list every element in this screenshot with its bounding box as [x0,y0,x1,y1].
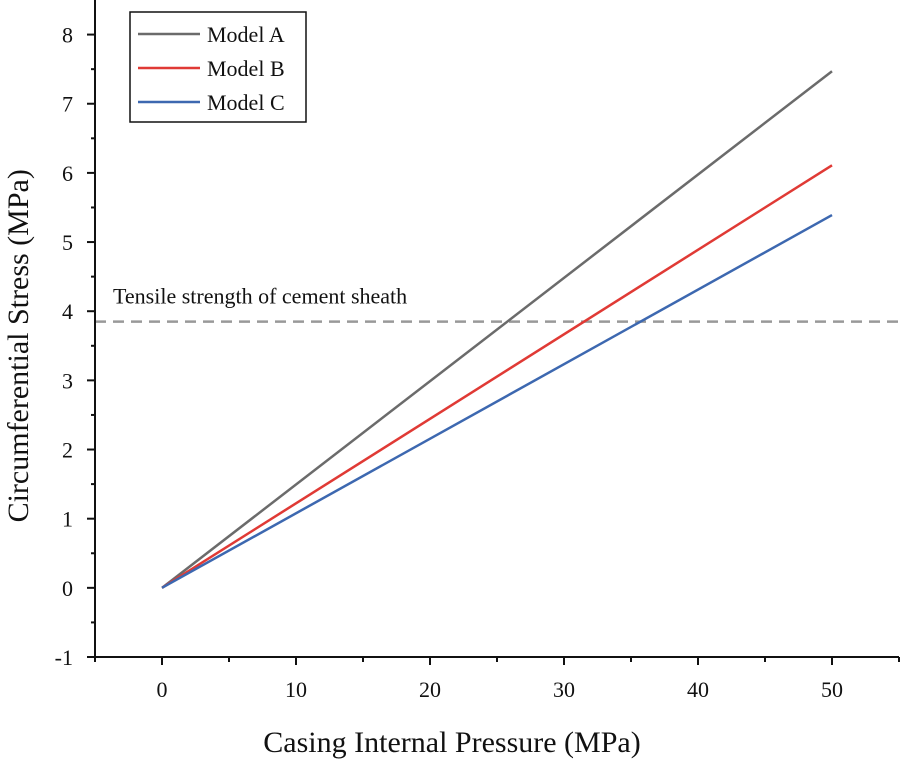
x-tick-label: 20 [419,677,441,702]
axes-group: -1 0 1 2 3 4 5 6 7 8 0 10 20 30 40 50 [55,0,900,702]
y-tick-label: 5 [62,230,73,255]
x-tick-label: 30 [553,677,575,702]
y-tick-label: 8 [62,23,73,48]
series-line-model-c [161,213,833,589]
y-tick-label: 2 [62,438,73,463]
y-tick-label: 0 [62,576,73,601]
x-tick-label: 40 [687,677,709,702]
series-line-model-a [161,70,833,589]
y-tick-label: -1 [55,645,73,670]
x-axis-title: Casing Internal Pressure (MPa) [263,726,640,759]
x-tick-label: 50 [821,677,843,702]
y-tick-label: 6 [62,161,73,186]
series-group [161,70,833,589]
legend-label: Model A [207,22,285,47]
y-tick-label: 3 [62,368,73,393]
y-tick-label: 1 [62,507,73,532]
x-tick-label: 0 [157,677,168,702]
legend: Model A Model B Model C [129,11,307,123]
legend-label: Model B [207,56,285,81]
x-tick-label: 10 [285,677,307,702]
legend-label: Model C [207,90,285,115]
series-line-model-b [161,164,833,589]
y-axis-title: Circumferential Stress (MPa) [2,169,35,522]
reference-line-label: Tensile strength of cement sheath [113,284,407,309]
y-tick-label: 4 [62,299,73,324]
y-tick-label: 7 [62,92,73,117]
